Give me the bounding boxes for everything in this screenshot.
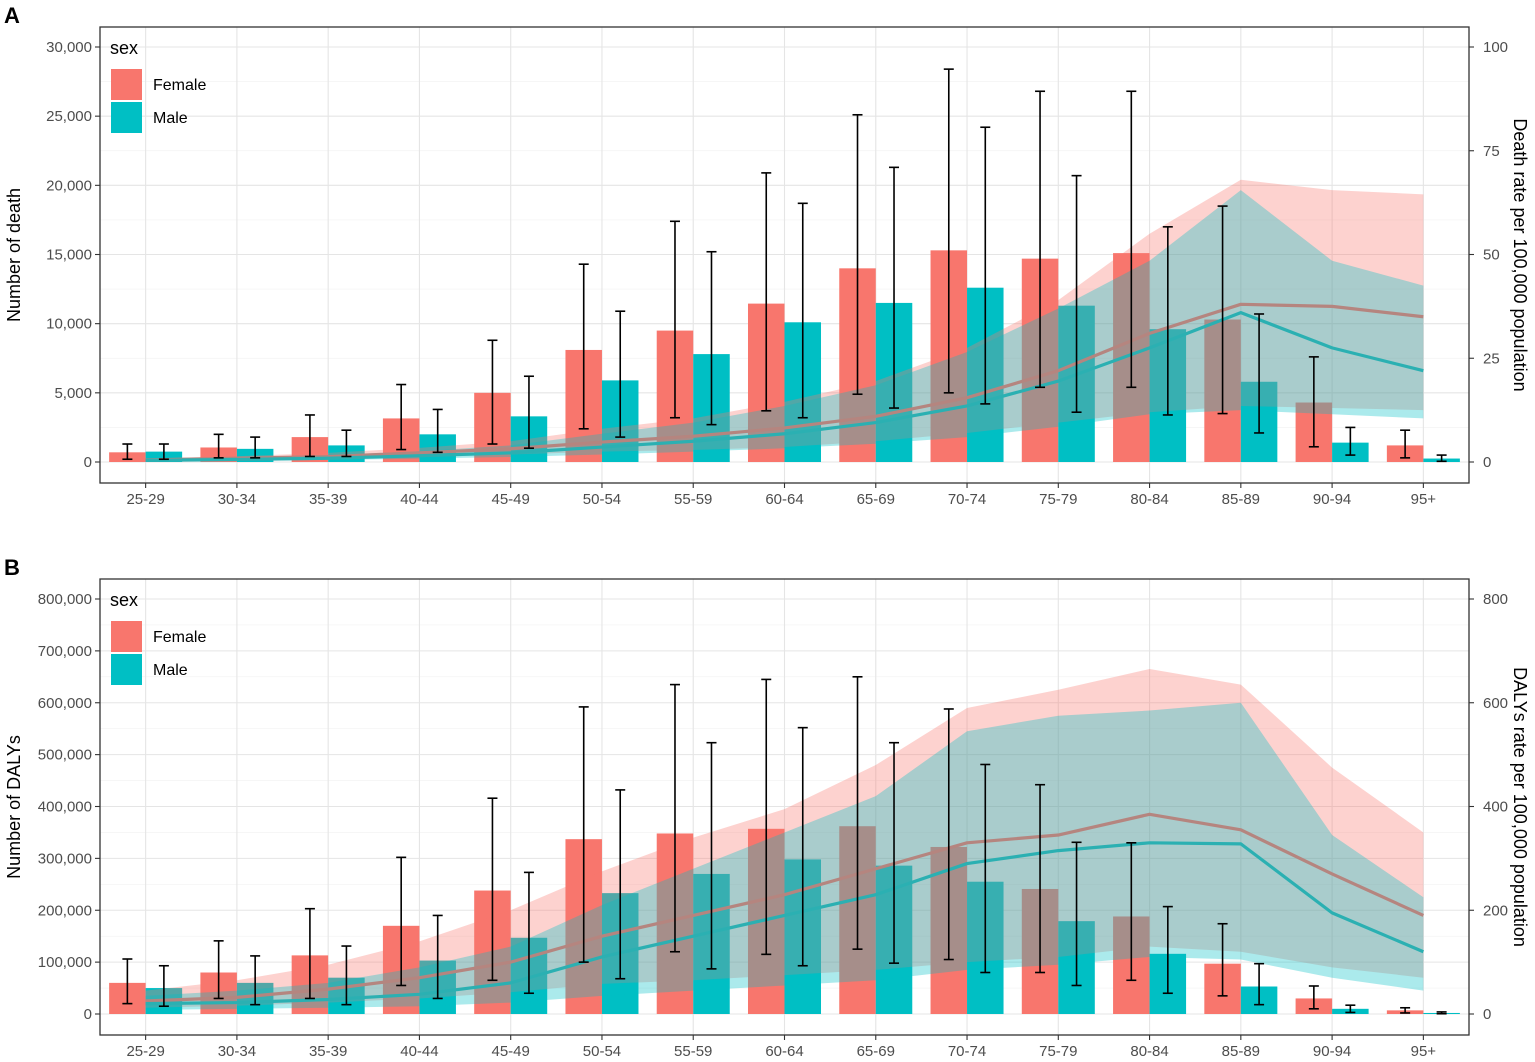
legend-swatch-male: [111, 654, 142, 685]
x-tick-label: 50-54: [583, 1043, 621, 1060]
error-bars-female: [122, 68, 1411, 461]
y-axis-title: Number of DALYs: [4, 735, 24, 879]
panel-label: A: [4, 3, 20, 28]
uncertainty-ribbon-male: [145, 702, 1424, 1010]
x-tick-label: 40-44: [400, 1043, 438, 1060]
x-tick-label: 45-49: [492, 1043, 530, 1060]
y-tick-label: 5,000: [54, 385, 92, 402]
x-tick-label: 30-34: [218, 1043, 256, 1060]
legend-label-male: Male: [153, 662, 188, 679]
x-tick-label: 95+: [1411, 491, 1437, 508]
y-tick-label: 300,000: [38, 850, 92, 867]
x-tick-label: 95+: [1411, 1043, 1437, 1060]
y-tick-label: 10,000: [46, 316, 92, 333]
y2-tick-label: 200: [1483, 902, 1508, 919]
y-tick-label: 100,000: [38, 954, 92, 971]
y-tick-label: 25,000: [46, 108, 92, 125]
x-tick-label: 50-54: [583, 491, 621, 508]
y2-tick-label: 75: [1483, 143, 1500, 160]
y-tick-label: 30,000: [46, 39, 92, 56]
x-tick-label: 80-84: [1130, 491, 1168, 508]
x-tick-label: 75-79: [1039, 491, 1077, 508]
panel-b: 0 100,000 200,000 300,000 400,000 500,000 600,…: [4, 555, 1530, 1060]
x-tick-label: 70-74: [948, 1043, 986, 1060]
x-tick-label: 55-59: [674, 491, 712, 508]
error-bars-male: [158, 726, 1447, 1015]
x-tick-label: 80-84: [1130, 1043, 1168, 1060]
x-tick-label: 30-34: [218, 491, 256, 508]
rate-line-female: [145, 302, 1424, 462]
y2-tick-label: 50: [1483, 247, 1500, 264]
y2-tick-label: 25: [1483, 350, 1500, 367]
x-tick-label: 60-64: [765, 491, 803, 508]
x-tick-label: 60-64: [765, 1043, 803, 1060]
x-tick-label: 90-94: [1313, 1043, 1351, 1060]
y-tick-label: 500,000: [38, 747, 92, 764]
y2-tick-label: 800: [1483, 591, 1508, 608]
y2-tick-label: 400: [1483, 799, 1508, 816]
x-tick-label: 25-29: [126, 1043, 164, 1060]
legend-title: sex: [110, 38, 138, 58]
error-bars-female: [122, 676, 1411, 1014]
y-tick-label: 700,000: [38, 643, 92, 660]
uncertainty-ribbon-female: [145, 669, 1424, 1008]
x-tick-label: 65-69: [857, 491, 895, 508]
x-tick-label: 40-44: [400, 491, 438, 508]
y-tick-label: 20,000: [46, 177, 92, 194]
x-tick-label: 90-94: [1313, 491, 1351, 508]
uncertainty-ribbon-male: [145, 190, 1424, 462]
x-tick-label: 75-79: [1039, 1043, 1077, 1060]
x-tick-label: 45-49: [492, 491, 530, 508]
rate-line-male: [145, 311, 1424, 462]
legend-label-female: Female: [153, 629, 206, 646]
legend: sex Female Male: [110, 38, 206, 133]
legend-swatch-female: [111, 621, 142, 652]
y2-tick-label: 0: [1483, 1006, 1491, 1023]
y-tick-label: 15,000: [46, 247, 92, 264]
y-tick-label: 600,000: [38, 695, 92, 712]
y-tick-label: 800,000: [38, 591, 92, 608]
y-tick-label: 200,000: [38, 902, 92, 919]
error-bars-male: [158, 126, 1447, 463]
x-tick-label: 65-69: [857, 1043, 895, 1060]
x-tick-label: 35-39: [309, 1043, 347, 1060]
x-tick-label: 55-59: [674, 1043, 712, 1060]
legend-title: sex: [110, 590, 138, 610]
panel-label: B: [4, 555, 20, 580]
x-tick-label: 70-74: [948, 491, 986, 508]
y-tick-label: 0: [84, 454, 92, 471]
rate-line-male: [145, 841, 1424, 1006]
y-axis-title: Number of death: [4, 188, 24, 322]
y2-axis-title: DALYs rate per 100,000 population: [1510, 667, 1530, 947]
panel-a: 0 5,000 10,000 15,000 20,000 25,000 30,000 0 25 5…: [4, 3, 1530, 508]
uncertainty-ribbon-female: [145, 179, 1424, 461]
legend-label-female: Female: [153, 77, 206, 94]
y2-tick-label: 100: [1483, 39, 1508, 56]
x-tick-label: 25-29: [126, 491, 164, 508]
legend-swatch-male: [111, 102, 142, 133]
y2-axis-title: Death rate per 100,000 population: [1510, 118, 1530, 391]
y-tick-label: 0: [84, 1006, 92, 1023]
y-tick-label: 400,000: [38, 799, 92, 816]
legend-swatch-female: [111, 69, 142, 100]
y2-tick-label: 600: [1483, 695, 1508, 712]
legend-label-male: Male: [153, 110, 188, 127]
y2-tick-label: 0: [1483, 454, 1491, 471]
x-tick-label: 85-89: [1222, 1043, 1260, 1060]
legend: sex Female Male: [110, 590, 206, 685]
rate-line-female: [145, 812, 1425, 1003]
x-tick-label: 85-89: [1222, 491, 1260, 508]
x-tick-label: 35-39: [309, 491, 347, 508]
